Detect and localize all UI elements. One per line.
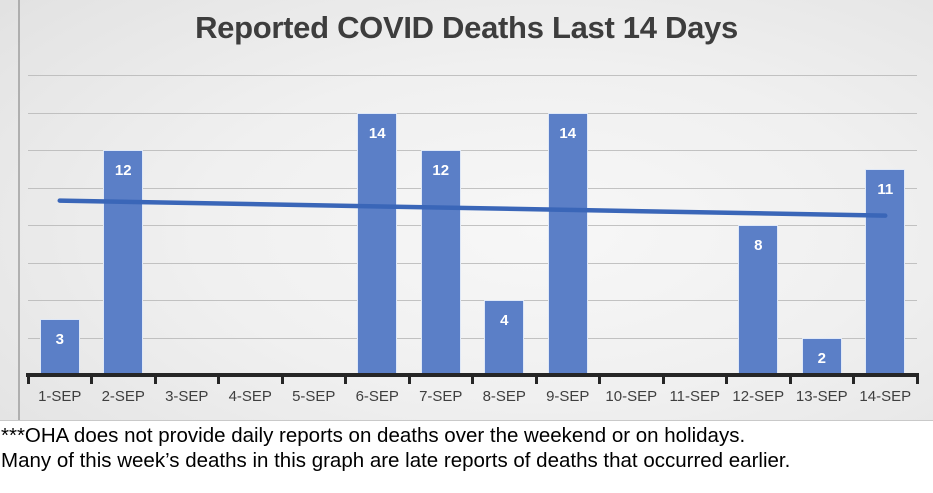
x-axis-label-11-SEP: 11-SEP [669,388,721,405]
footnote-line-1: ***OHA does not provide daily reports on… [1,424,746,447]
bar-14-SEP: 11 [865,168,906,375]
x-axis-label-7-SEP: 7-SEP [419,388,463,405]
x-axis-label-1-SEP: 1-SEP [38,388,82,405]
bar-2-SEP: 12 [103,150,144,375]
x-axis-tick [598,375,601,384]
x-axis-tick [90,375,93,384]
x-axis-tick [153,375,157,384]
slide-edge-line [18,0,20,420]
bar-value-label-2-SEP: 12 [114,162,132,179]
gridline-6 [28,262,917,264]
x-axis-tick [407,375,411,384]
footnote-line-2: Many of this week’s deaths in this graph… [1,448,791,472]
bar-value-label-1-SEP: 3 [55,330,64,348]
x-axis-label-4-SEP: 4-SEP [228,388,272,405]
x-axis-label-2-SEP: 2-SEP [101,388,145,405]
gridline-12 [28,150,917,151]
x-axis-label-12-SEP: 12-SEP [732,388,785,405]
x-axis-tick [915,375,919,384]
x-axis-tick [725,375,728,384]
x-axis-label-5-SEP: 5-SEP [292,388,336,405]
x-axis-label-10-SEP: 10-SEP [605,388,658,405]
bar-value-label-6-SEP: 14 [368,124,386,142]
bar-value-label-7-SEP: 12 [432,162,450,179]
bar-7-SEP: 12 [420,150,461,375]
x-axis-label-3-SEP: 3-SEP [165,388,209,405]
bar-value-label-9-SEP: 14 [559,124,577,142]
chart-canvas: Reported COVID Deaths Last 14 Days 3 12 14… [0,0,933,421]
plot-area: 3 12 14 12 4 14 8 2 11 1-SEP 2-SEP 3-SEP 4-SEP 5-SEP… [26,75,919,405]
x-axis-label-13-SEP: 13-SEP [795,388,848,405]
x-axis-tick [217,375,220,384]
x-axis-tick [471,375,474,384]
x-axis-tick [344,375,347,384]
x-axis-label-9-SEP: 9-SEP [546,388,590,405]
x-axis-label-6-SEP: 6-SEP [355,388,399,405]
x-axis-tick [534,375,538,384]
bar-value-label-14-SEP: 11 [877,180,894,198]
bar-13-SEP: 2 [801,337,842,375]
gridline-14 [28,112,917,114]
x-axis-tick [788,375,792,384]
x-axis-label-8-SEP: 8-SEP [482,388,526,405]
bar-1-SEP: 3 [39,318,80,375]
gridline-8 [28,225,917,226]
gridline-4 [28,300,917,301]
x-axis-tick [280,375,284,384]
chart-title: Reported COVID Deaths Last 14 Days [195,10,738,45]
x-axis-tick [852,375,855,384]
bar-9-SEP: 14 [547,112,588,375]
gridline-16 [28,75,917,76]
trendline [57,198,888,218]
x-axis-tick [661,375,665,384]
bar-value-label-12-SEP: 8 [754,237,763,254]
gridline-10 [28,187,917,189]
gridline-2 [28,337,917,339]
bar-value-label-8-SEP: 4 [500,312,509,329]
bar-value-label-13-SEP: 2 [817,349,826,367]
bar-6-SEP: 14 [357,112,398,375]
chart-footnote: ***OHA does not provide daily reports on… [0,421,933,493]
x-axis-tick [26,375,30,384]
bar-8-SEP: 4 [484,300,525,375]
bar-12-SEP: 8 [738,225,779,375]
x-axis-label-14-SEP: 14-SEP [859,388,912,405]
